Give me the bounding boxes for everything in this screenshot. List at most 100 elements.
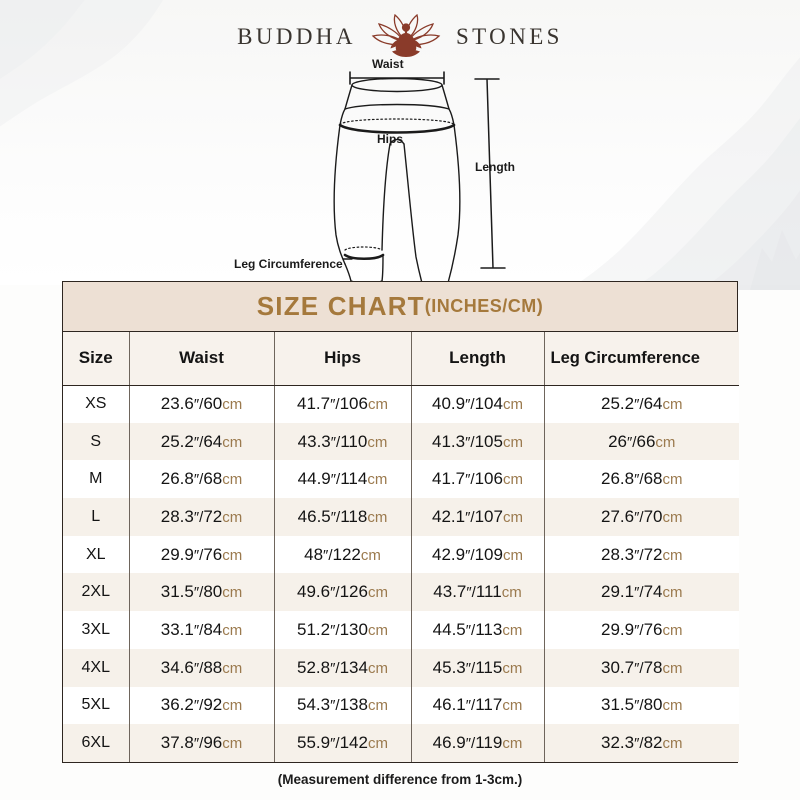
table-row: S 25.2″/64cm 43.3″/110cm 41.3″/105cm 26″/66c…: [63, 422, 739, 461]
inch-mark: ″/: [193, 621, 204, 639]
inch-mark: ″/: [193, 584, 204, 602]
inch-mark: ″/: [465, 546, 475, 564]
inch-mark: ″/: [330, 396, 340, 414]
value-inches: 46.5: [297, 506, 331, 526]
diagram-label-leg-circumference: Leg Circumference: [234, 257, 343, 271]
cell-size: S: [63, 422, 130, 461]
size-chart-title-units: (INCHES/CM): [424, 296, 544, 316]
inch-mark: ″/: [193, 659, 204, 677]
value-inches: 34.6: [160, 657, 194, 677]
inch-mark: ″/: [634, 735, 644, 753]
cell-size: XS: [63, 385, 130, 423]
inch-mark: ″/: [634, 659, 644, 677]
unit-cm-label: cm: [501, 584, 522, 602]
value-inches: 43.7: [433, 582, 467, 602]
value-inches: 37.8: [160, 733, 194, 753]
value-inches: 44.5: [432, 619, 466, 639]
table-row: L 28.3″/72cm 46.5″/118cm 42.1″/107cm 27.6″/7…: [63, 498, 739, 536]
value-inches: 28.3: [601, 544, 635, 564]
inch-mark: ″/: [465, 396, 475, 414]
lotus-meditation-logo-icon: [371, 14, 441, 57]
value-cm: 72: [203, 506, 223, 526]
table-header: Size Waist Hips Length Leg Circumference: [63, 332, 739, 386]
unit-cm-label: cm: [222, 396, 243, 414]
unit-cm-label: cm: [222, 433, 243, 451]
brand-header: BUDDHA: [0, 14, 800, 60]
unit-cm-label: cm: [502, 396, 523, 414]
table-row: XS 23.6″/60cm 41.7″/106cm 40.9″/104cm 25.2″/…: [63, 385, 739, 423]
value-inches: 29.9: [160, 544, 194, 564]
value-inches: 55.9: [297, 733, 331, 753]
cell-hips: 44.9″/114cm: [274, 460, 412, 499]
unit-cm-label: cm: [367, 659, 388, 677]
inch-mark: ″/: [330, 471, 341, 489]
inch-mark: ″/: [193, 396, 204, 414]
unit-cm-label: cm: [367, 396, 388, 414]
value-inches: 28.3: [160, 506, 194, 526]
unit-cm-label: cm: [222, 697, 243, 715]
value-cm: 105: [474, 431, 503, 451]
cell-waist: 34.6″/88cm: [129, 648, 275, 687]
inch-mark: ″/: [330, 697, 340, 715]
cell-waist: 29.9″/76cm: [129, 535, 275, 574]
inch-mark: ″/: [634, 546, 644, 564]
unit-cm-label: cm: [662, 546, 683, 564]
cell-waist: 33.1″/84cm: [129, 611, 275, 649]
cell-length: 46.9″/119cm: [411, 724, 545, 762]
value-cm: 138: [339, 695, 368, 715]
cell-leg-circumference: 29.9″/76cm: [544, 611, 739, 649]
table-row: 3XL 33.1″/84cm 51.2″/130cm 44.5″/113cm 29.9″…: [63, 611, 739, 649]
value-inches: 26.8: [160, 469, 194, 489]
cell-hips: 41.7″/106cm: [274, 385, 412, 423]
unit-cm-label: cm: [502, 697, 523, 715]
cell-hips: 51.2″/130cm: [274, 611, 412, 649]
inch-mark: ″/: [330, 584, 340, 602]
value-cm: 130: [339, 619, 368, 639]
inch-mark: ″/: [193, 433, 204, 451]
cell-leg-circumference: 30.7″/78cm: [544, 649, 739, 687]
value-inches: 42.9: [432, 544, 466, 564]
cell-hips: 48″/122cm: [274, 535, 412, 574]
inch-mark: ″/: [330, 659, 340, 677]
inch-mark: ″/: [634, 396, 644, 414]
value-cm: 134: [339, 657, 368, 677]
unit-cm-label: cm: [367, 433, 388, 451]
unit-cm-label: cm: [502, 471, 523, 489]
size-chart-table: SIZE CHART (INCHES/CM) Size Waist Hips Le…: [62, 281, 739, 763]
value-inches: 25.2: [160, 431, 194, 451]
value-inches: 51.2: [297, 619, 331, 639]
inch-mark: ″/: [634, 471, 644, 489]
value-cm: 107: [474, 506, 503, 526]
brand-name-right: STONES: [455, 24, 563, 49]
cell-length: 41.7″/106cm: [411, 460, 545, 499]
value-cm: 96: [203, 733, 223, 753]
unit-cm-label: cm: [502, 546, 523, 564]
column-header-size: Size: [63, 332, 130, 386]
value-cm: 64: [643, 394, 663, 414]
table-row: 4XL 34.6″/88cm 52.8″/134cm 45.3″/115cm 30.7″…: [63, 648, 739, 687]
value-inches: 29.9: [601, 619, 635, 639]
value-inches: 29.1: [601, 582, 635, 602]
cell-leg-circumference: 28.3″/72cm: [544, 536, 739, 574]
value-cm: 76: [203, 544, 223, 564]
cell-waist: 36.2″/92cm: [129, 686, 275, 725]
value-inches: 42.1: [432, 506, 466, 526]
inch-mark: ″/: [465, 659, 476, 677]
column-header-hips: Hips: [274, 332, 412, 386]
value-inches: 33.1: [160, 619, 194, 639]
value-cm: 122: [332, 544, 361, 564]
value-cm: 114: [340, 469, 368, 489]
value-inches: 25.2: [601, 394, 635, 414]
inch-mark: ″/: [466, 584, 476, 602]
value-inches: 31.5: [160, 582, 194, 602]
cell-waist: 31.5″/80cm: [129, 573, 275, 612]
value-inches: 41.7: [432, 469, 466, 489]
value-inches: 45.3: [432, 657, 466, 677]
value-cm: 118: [340, 506, 368, 526]
measurement-footnote: (Measurement difference from 1-3cm.): [277, 772, 523, 787]
unit-cm-label: cm: [502, 659, 523, 677]
cell-size: L: [63, 498, 130, 536]
cell-waist: 23.6″/60cm: [129, 385, 275, 423]
measurements-table: Size Waist Hips Length Leg Circumference…: [63, 332, 739, 762]
